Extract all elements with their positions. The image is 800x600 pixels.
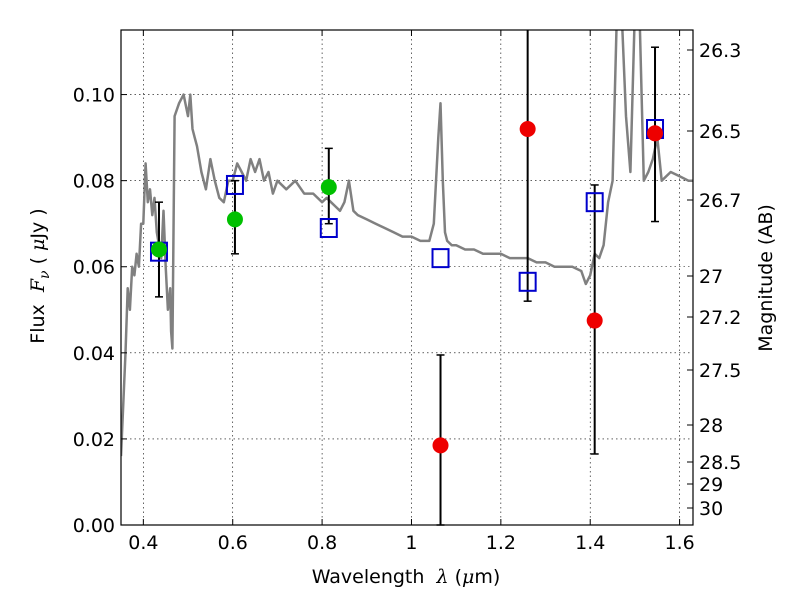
x-tick-label: 1.4: [575, 532, 605, 554]
y2-tick-label: 30: [699, 498, 723, 520]
square-marker: [431, 248, 450, 269]
y2-tick-label: 29: [699, 474, 723, 496]
y2-tick-label: 27.5: [699, 360, 741, 382]
spectrum-series: [121, 30, 693, 457]
x-tick-label: 1.6: [664, 532, 694, 554]
plot-frame: [120, 29, 694, 526]
y2-tick-label: 27.2: [699, 307, 741, 329]
data-markers: [149, 119, 665, 454]
y2-tick-label: 28: [699, 415, 723, 437]
circle-marker: [150, 241, 167, 258]
grid-lines: [121, 30, 693, 526]
y-tick-labels: 0.00 0.02 0.04 0.06 0.08 0.10: [73, 85, 115, 537]
circle-marker: [432, 437, 449, 454]
x-tick-label: 0.4: [128, 532, 158, 554]
x-tick-label: 1.2: [486, 532, 516, 554]
x-tick-label: 1: [405, 532, 417, 554]
y2-tick-label: 26.5: [699, 121, 741, 143]
circle-marker: [320, 179, 337, 196]
y-tick-label: 0.06: [73, 257, 115, 279]
square-marker: [585, 192, 604, 213]
y-axis-title: Flux Fν ( μJy ): [27, 208, 53, 343]
y2-tick-label: 27: [699, 266, 723, 288]
x-tick-label: 0.6: [218, 532, 248, 554]
y2-axis-title: Magnitude (AB): [755, 204, 777, 352]
x-tick-label: 0.8: [307, 532, 337, 554]
square-marker: [518, 271, 537, 292]
circle-marker: [647, 125, 664, 142]
circle-marker: [226, 211, 243, 228]
axis-ticks: [121, 30, 693, 526]
y2-tick-label: 28.5: [699, 452, 741, 474]
x-axis-title: Wavelength λ (μm): [312, 566, 501, 588]
y-tick-label: 0.00: [73, 515, 115, 537]
y-tick-label: 0.02: [73, 429, 115, 451]
y-tick-label: 0.04: [73, 343, 115, 365]
y2-tick-label: 26.7: [699, 190, 741, 212]
circle-marker: [586, 312, 603, 329]
spectrum-line: [121, 30, 693, 457]
square-marker: [319, 218, 338, 238]
x-tick-labels: 0.4 0.6 0.8 1 1.2 1.4 1.6: [128, 532, 694, 554]
square-marker: [225, 174, 244, 195]
y-tick-label: 0.10: [73, 85, 115, 107]
y-tick-label: 0.08: [73, 171, 115, 193]
y2-tick-label: 26.3: [699, 40, 741, 62]
circle-marker: [519, 121, 536, 137]
